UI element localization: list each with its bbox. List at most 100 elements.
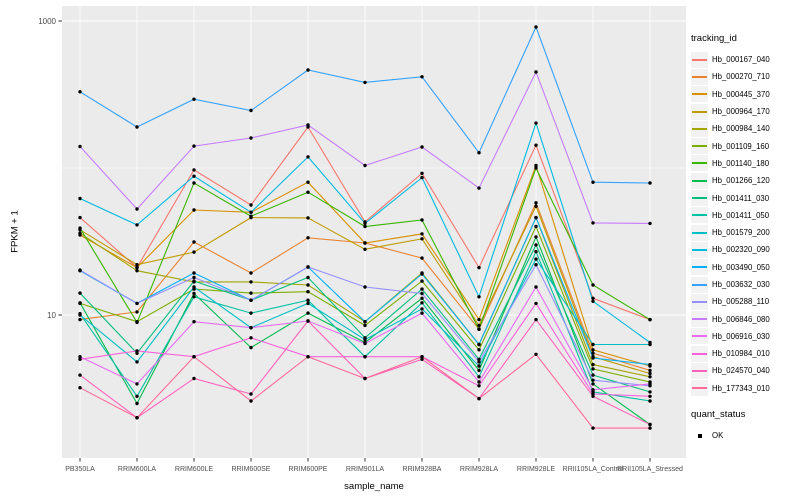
legend-item: Hb_001266_120 (691, 172, 799, 189)
data-point (591, 367, 595, 371)
data-point (591, 382, 595, 386)
legend-key-line (692, 300, 707, 303)
legend-key-line (692, 231, 707, 234)
data-point (192, 275, 196, 280)
data-point (192, 279, 196, 283)
data-point (591, 351, 595, 355)
x-tick-label: RRIM600LA (118, 466, 156, 473)
x-tick-label: RRII105LA_Control (563, 466, 624, 473)
data-point (420, 279, 424, 283)
legend-key-line (692, 283, 707, 286)
data-point (249, 214, 253, 218)
data-point (306, 265, 310, 269)
data-point (249, 311, 253, 315)
data-point (363, 221, 367, 226)
data-point (648, 422, 652, 427)
data-point (534, 257, 538, 261)
legend-label: Hb_001140_180 (712, 158, 770, 168)
data-point (420, 307, 424, 311)
legend-item: Hb_000984_140 (691, 120, 799, 137)
legend-label: Hb_010984_010 (712, 349, 770, 359)
data-point (648, 375, 652, 379)
data-point (477, 265, 481, 270)
legend-key-line (692, 214, 707, 217)
data-point (78, 355, 82, 359)
legend-key-line (692, 335, 707, 338)
data-point (78, 357, 82, 361)
data-point (477, 357, 481, 361)
data-point (591, 180, 595, 184)
legend-label: Hb_001579_200 (712, 228, 770, 238)
data-point (420, 296, 424, 300)
data-point (135, 320, 139, 325)
legend-item: Hb_003490_050 (691, 259, 799, 276)
data-point (78, 231, 82, 235)
data-point (306, 319, 310, 323)
data-point (192, 144, 196, 148)
legend-label: Hb_005288_110 (712, 297, 770, 307)
data-point (363, 247, 367, 251)
data-point (534, 301, 538, 306)
data-point (78, 226, 82, 230)
legend-key-line (692, 387, 707, 390)
legend-label: Hb_006916_030 (712, 331, 770, 341)
legend-label: Hb_002320_090 (712, 245, 770, 255)
data-point (192, 295, 196, 299)
data-point (648, 390, 652, 394)
x-axis-title: sample_name (344, 481, 404, 492)
data-point (534, 224, 538, 229)
legend-key-swatch (691, 190, 708, 207)
legend-key-swatch (691, 362, 708, 379)
data-point (192, 291, 196, 296)
legend-label: Hb_006846_080 (712, 314, 770, 324)
data-point (192, 208, 196, 212)
legend-key-line (692, 318, 707, 321)
data-point (534, 215, 538, 220)
data-point (306, 216, 310, 220)
data-point (591, 296, 595, 300)
data-point (306, 236, 310, 240)
data-point (420, 287, 424, 291)
legend-key-swatch (691, 120, 708, 137)
data-point (306, 283, 310, 287)
data-point (135, 263, 139, 267)
data-point (591, 373, 595, 377)
quant-status-legend-items: OK (691, 427, 799, 444)
data-point (363, 355, 367, 359)
legend-item: Hb_000270_710 (691, 68, 799, 85)
y-tick-label: 1000 (38, 17, 56, 26)
data-point (363, 323, 367, 328)
data-point (78, 196, 82, 201)
quant-status-label: OK (712, 431, 724, 441)
data-point (363, 285, 367, 289)
data-point (477, 151, 481, 155)
legend-label: Hb_177343_010 (712, 383, 770, 393)
legend-item: Hb_010984_010 (691, 345, 799, 362)
data-point (477, 364, 481, 368)
data-point (78, 313, 82, 317)
tracking-id-legend-title: tracking_id (691, 33, 737, 44)
data-point (477, 375, 481, 379)
data-point (249, 203, 253, 207)
x-tick-label: RRIM928LE (517, 466, 555, 473)
legend-item: Hb_005288_110 (691, 293, 799, 310)
data-point (135, 310, 139, 314)
data-point (192, 181, 196, 185)
legend-label: Hb_000964_170 (712, 107, 770, 117)
legend-key-line (692, 179, 707, 182)
data-point (420, 291, 424, 296)
data-point (249, 298, 253, 302)
data-point (135, 301, 139, 306)
data-point (249, 108, 253, 113)
legend-key-line (692, 248, 707, 251)
x-tick-label: RRIM600SE (232, 466, 271, 473)
data-point (135, 269, 139, 273)
data-point (78, 317, 82, 322)
data-point (135, 394, 139, 398)
data-point (306, 298, 310, 302)
data-point (477, 348, 481, 352)
quant-status-key (691, 428, 708, 444)
data-point (249, 271, 253, 275)
data-point (477, 380, 481, 384)
data-point (591, 342, 595, 347)
